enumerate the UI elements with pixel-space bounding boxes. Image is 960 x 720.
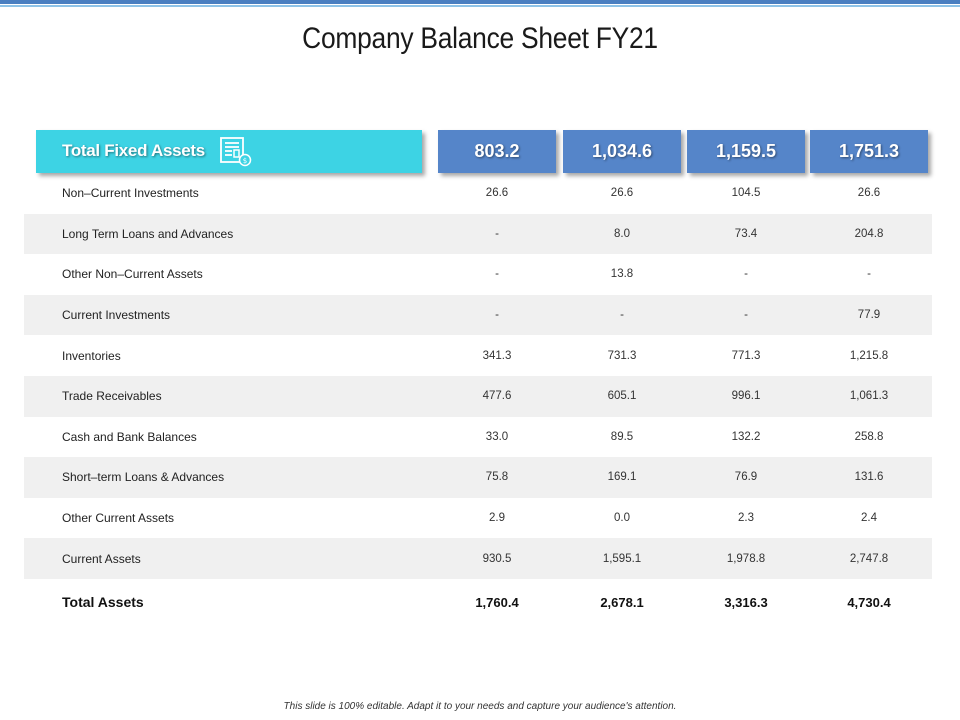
row-value: 26.6 (857, 187, 881, 200)
total-value: 1,760.4 (475, 594, 519, 610)
total-value: 2,678.1 (600, 594, 644, 610)
table-row: Current Investments - - - 77.9 (24, 294, 932, 336)
row-value: 930.5 (482, 552, 512, 565)
row-value: 2.4 (861, 512, 877, 525)
row-label: Other Non–Current Assets (62, 267, 203, 282)
row-value: 132.2 (731, 430, 761, 443)
footer-note: This slide is 100% editable. Adapt it to… (283, 701, 677, 712)
document-money-icon: $ (218, 136, 254, 168)
balance-table: Non–Current Investments 26.6 26.6 104.5 … (24, 173, 932, 579)
row-value: 1,978.8 (726, 552, 766, 565)
row-value: - (495, 227, 499, 240)
table-row: Short–term Loans & Advances 75.8 169.1 7… (24, 457, 932, 498)
row-value: 996.1 (731, 390, 761, 403)
table-row: Inventories 341.3 731.3 771.3 1,215.8 (24, 335, 932, 376)
row-label: Cash and Bank Balances (62, 429, 197, 444)
total-label: Total Assets (62, 594, 144, 610)
row-value: 731.3 (607, 349, 637, 362)
top-accent-bar (0, 0, 960, 4)
row-label: Long Term Loans and Advances (62, 226, 234, 241)
header-value-3: 1,159.5 (687, 130, 805, 173)
row-value: 2.3 (738, 512, 754, 525)
table-row: Current Assets 930.5 1,595.1 1,978.8 2,7… (24, 538, 932, 579)
row-value: 89.5 (610, 430, 634, 443)
table-row: Non–Current Investments 26.6 26.6 104.5 … (24, 173, 932, 214)
row-label: Current Investments (62, 308, 171, 323)
row-value: 2,747.8 (849, 552, 889, 565)
row-value: 8.0 (614, 227, 630, 240)
row-label: Trade Receivables (62, 389, 162, 404)
row-value: - (744, 309, 748, 322)
row-value: 73.4 (734, 227, 758, 240)
row-value: 13.8 (610, 268, 634, 281)
row-value: 0.0 (614, 512, 630, 525)
row-value: 771.3 (731, 349, 761, 362)
row-value: - (867, 268, 871, 281)
row-label: Non–Current Investments (62, 186, 199, 201)
table-row: Cash and Bank Balances 33.0 89.5 132.2 2… (24, 417, 932, 458)
row-value: 1,595.1 (602, 552, 642, 565)
total-fixed-assets-header: Total Fixed Assets $ (36, 130, 422, 173)
table-row: Other Current Assets 2.9 0.0 2.3 2.4 (24, 498, 932, 539)
row-label: Other Current Assets (62, 511, 175, 526)
row-label: Short–term Loans & Advances (62, 470, 225, 485)
row-value: 341.3 (482, 349, 512, 362)
page-title: Company Balance Sheet FY21 (302, 22, 658, 55)
row-value: 26.6 (485, 187, 509, 200)
total-value: 4,730.4 (847, 594, 891, 610)
header-value-4: 1,751.3 (810, 130, 928, 173)
row-label: Inventories (62, 348, 121, 363)
total-assets-row: Total Assets 1,760.4 2,678.1 3,316.3 4,7… (24, 582, 932, 622)
table-row: Other Non–Current Assets - 13.8 - - (24, 254, 932, 295)
row-value: - (495, 268, 499, 281)
row-value: 204.8 (854, 227, 884, 240)
row-value: 131.6 (854, 471, 884, 484)
svg-text:$: $ (243, 157, 247, 165)
row-label: Current Assets (62, 551, 141, 566)
top-accent-line (0, 5, 960, 7)
row-value: 75.8 (485, 471, 509, 484)
row-value: 33.0 (485, 430, 509, 443)
row-value: 104.5 (731, 187, 761, 200)
row-value: 2.9 (489, 512, 505, 525)
row-value: 77.9 (857, 309, 881, 322)
header-label: Total Fixed Assets (62, 141, 205, 160)
row-value: 258.8 (854, 430, 884, 443)
row-value: 605.1 (607, 390, 637, 403)
row-value: 1,215.8 (849, 349, 889, 362)
row-value: 1,061.3 (849, 390, 889, 403)
row-value: - (495, 309, 499, 322)
table-row: Trade Receivables 477.6 605.1 996.1 1,06… (24, 375, 932, 417)
row-value: - (744, 268, 748, 281)
table-row: Long Term Loans and Advances - 8.0 73.4 … (24, 213, 932, 255)
total-value: 3,316.3 (724, 594, 768, 610)
row-value: - (620, 309, 624, 322)
row-value: 477.6 (482, 390, 512, 403)
row-value: 76.9 (734, 471, 758, 484)
header-value-2: 1,034.6 (563, 130, 681, 173)
header-value-1: 803.2 (438, 130, 556, 173)
row-value: 169.1 (607, 471, 637, 484)
row-value: 26.6 (610, 187, 634, 200)
